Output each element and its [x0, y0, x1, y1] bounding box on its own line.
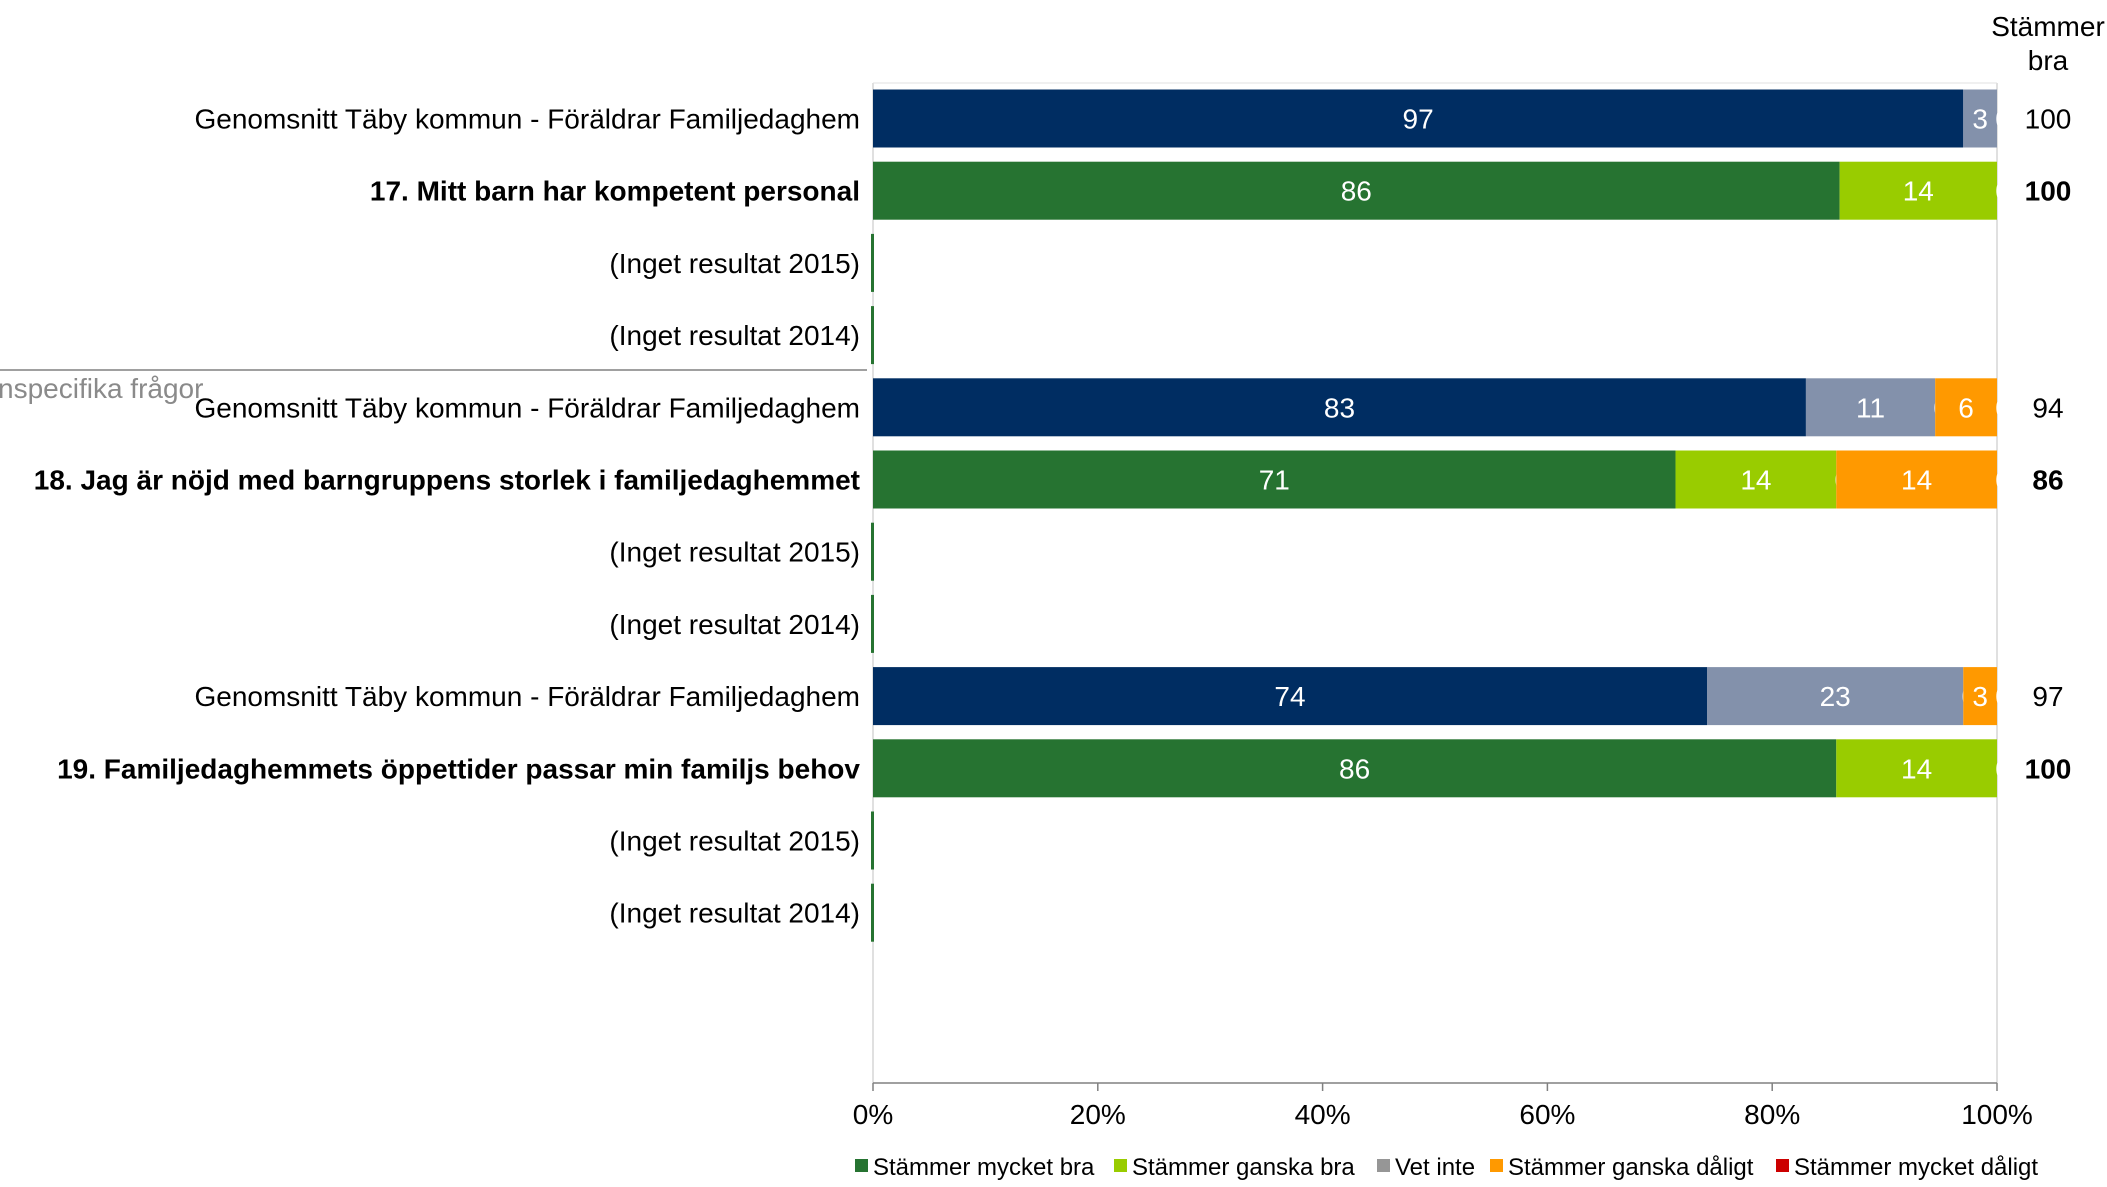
- bar-segment: [873, 161, 1840, 220]
- section-label: nspecifika frågor: [0, 373, 203, 404]
- empty-row-marker: [871, 522, 874, 581]
- row-label: (Inget resultat 2015): [609, 537, 860, 568]
- summary-value: 94: [2032, 392, 2063, 423]
- bar-data-label: 0: [1995, 465, 2011, 496]
- empty-row-marker: [871, 594, 874, 653]
- x-tick-label: 80%: [1744, 1099, 1800, 1130]
- row-label: (Inget resultat 2014): [609, 609, 860, 640]
- x-tick-label: 100%: [1961, 1099, 2033, 1130]
- bar-data-label: 3: [1972, 104, 1988, 135]
- bar-data-label: 0: [1995, 753, 2011, 784]
- bar-data-label: 0: [1995, 104, 2011, 135]
- x-tick-label: 60%: [1519, 1099, 1575, 1130]
- empty-row-marker: [871, 883, 874, 942]
- empty-row-marker: [871, 233, 874, 292]
- bar-data-label: 74: [1274, 681, 1305, 712]
- summary-value: 100: [2025, 104, 2072, 135]
- x-tick-label: 40%: [1295, 1099, 1351, 1130]
- bar-segment: [1935, 378, 1997, 437]
- chart-axes: [872, 82, 1998, 1084]
- bar-segment: [1836, 450, 1997, 509]
- bar-data-label: 6: [1958, 392, 1974, 423]
- bar-data-label: 11: [1856, 392, 1885, 423]
- chart-bars: 973086140831106071140140742303086140: [871, 89, 2011, 942]
- bar-segment: [1836, 739, 1997, 798]
- bar-data-label: 86: [1339, 753, 1370, 784]
- bar-segment: [873, 739, 1837, 798]
- row-label: (Inget resultat 2015): [609, 826, 860, 857]
- row-label: 18. Jag är nöjd med barngruppens storlek…: [34, 465, 860, 496]
- summary-value: 100: [2025, 176, 2072, 207]
- x-axis-ticks: 0% 20% 40% 60% 80% 100%: [853, 1083, 2033, 1130]
- bar-segment: [1675, 450, 1837, 509]
- row-label: Genomsnitt Täby kommun - Föräldrar Famil…: [194, 392, 860, 423]
- legend-label: Stämmer mycket bra: [873, 1154, 1095, 1181]
- summary-column-header: Stämmer bra: [1991, 11, 2105, 76]
- legend-swatch: [1776, 1159, 1789, 1172]
- row-label: (Inget resultat 2014): [609, 898, 860, 929]
- bar-data-label: 0: [1995, 176, 2011, 207]
- row-label: (Inget resultat 2014): [609, 320, 860, 351]
- bar-data-label: 0: [1995, 681, 2011, 712]
- bar-segment: [1963, 89, 1997, 148]
- bar-data-label: 86: [1341, 176, 1372, 207]
- bar-data-label: 3: [1972, 681, 1988, 712]
- row-label: 17. Mitt barn har kompetent personal: [370, 176, 860, 207]
- summary-header-line: Stämmer: [1991, 11, 2105, 42]
- bar-segment: [873, 89, 1964, 148]
- bar-data-label: 14: [1901, 753, 1932, 784]
- row-label: (Inget resultat 2015): [609, 248, 860, 279]
- bar-segment: [873, 667, 1708, 726]
- bar-segment: [873, 450, 1676, 509]
- legend-label: Stämmer mycket dåligt: [1794, 1154, 2038, 1181]
- empty-row-marker: [871, 306, 874, 365]
- bar-segment: [1839, 161, 1997, 220]
- bar-data-label: 14: [1901, 465, 1932, 496]
- legend-swatch: [1114, 1159, 1127, 1172]
- x-tick-label: 0%: [853, 1099, 893, 1130]
- legend-swatch: [1490, 1159, 1503, 1172]
- bar-data-label: 14: [1740, 465, 1771, 496]
- bar-data-label: 14: [1903, 176, 1934, 207]
- x-tick-label: 20%: [1070, 1099, 1126, 1130]
- legend-swatch: [1377, 1159, 1390, 1172]
- legend-label: Stämmer ganska dåligt: [1508, 1154, 1754, 1181]
- bar-segment: [1805, 378, 1936, 437]
- bar-data-label: 83: [1324, 392, 1355, 423]
- row-label: Genomsnitt Täby kommun - Föräldrar Famil…: [194, 104, 860, 135]
- bar-data-label: 23: [1820, 681, 1851, 712]
- bar-data-label: 71: [1259, 465, 1290, 496]
- legend-swatch: [855, 1159, 868, 1172]
- row-labels: Genomsnitt Täby kommun - Föräldrar Famil…: [34, 104, 861, 929]
- bar-data-label: 0: [1995, 392, 2011, 423]
- summary-value: 97: [2032, 681, 2063, 712]
- bar-segment: [1963, 667, 1997, 726]
- summary-header-line: bra: [2028, 45, 2069, 76]
- summary-value: 86: [2032, 465, 2063, 496]
- row-label: Genomsnitt Täby kommun - Föräldrar Famil…: [194, 681, 860, 712]
- summary-value: 100: [2025, 753, 2072, 784]
- legend-label: Stämmer ganska bra: [1132, 1154, 1355, 1181]
- bar-segment: [873, 378, 1806, 437]
- bar-segment: [1707, 667, 1964, 726]
- summary-column: Stämmer bra 100 100 94 86 97 100: [1991, 11, 2105, 784]
- bar-data-label: 97: [1403, 104, 1434, 135]
- legend-label: Vet inte: [1395, 1154, 1475, 1181]
- legend: Stämmer mycket bra Stämmer ganska bra Vet …: [855, 1154, 2038, 1181]
- section-divider: nspecifika frågor: [0, 369, 867, 404]
- row-label: 19. Familjedaghemmets öppettider passar …: [57, 753, 860, 784]
- empty-row-marker: [871, 811, 874, 870]
